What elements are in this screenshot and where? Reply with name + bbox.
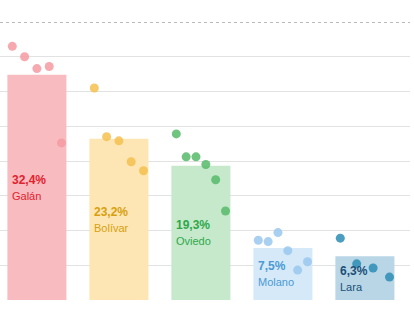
svg-text:19,3%Oviedo: 19,3%Oviedo xyxy=(176,218,211,247)
svg-text:7,5%Molano: 7,5%Molano xyxy=(258,259,294,288)
svg-text:6,3%Lara: 6,3%Lara xyxy=(340,264,368,293)
svg-text:23,2%Bolívar: 23,2%Bolívar xyxy=(94,205,129,234)
svg-text:32,4%Galán: 32,4%Galán xyxy=(12,173,46,202)
